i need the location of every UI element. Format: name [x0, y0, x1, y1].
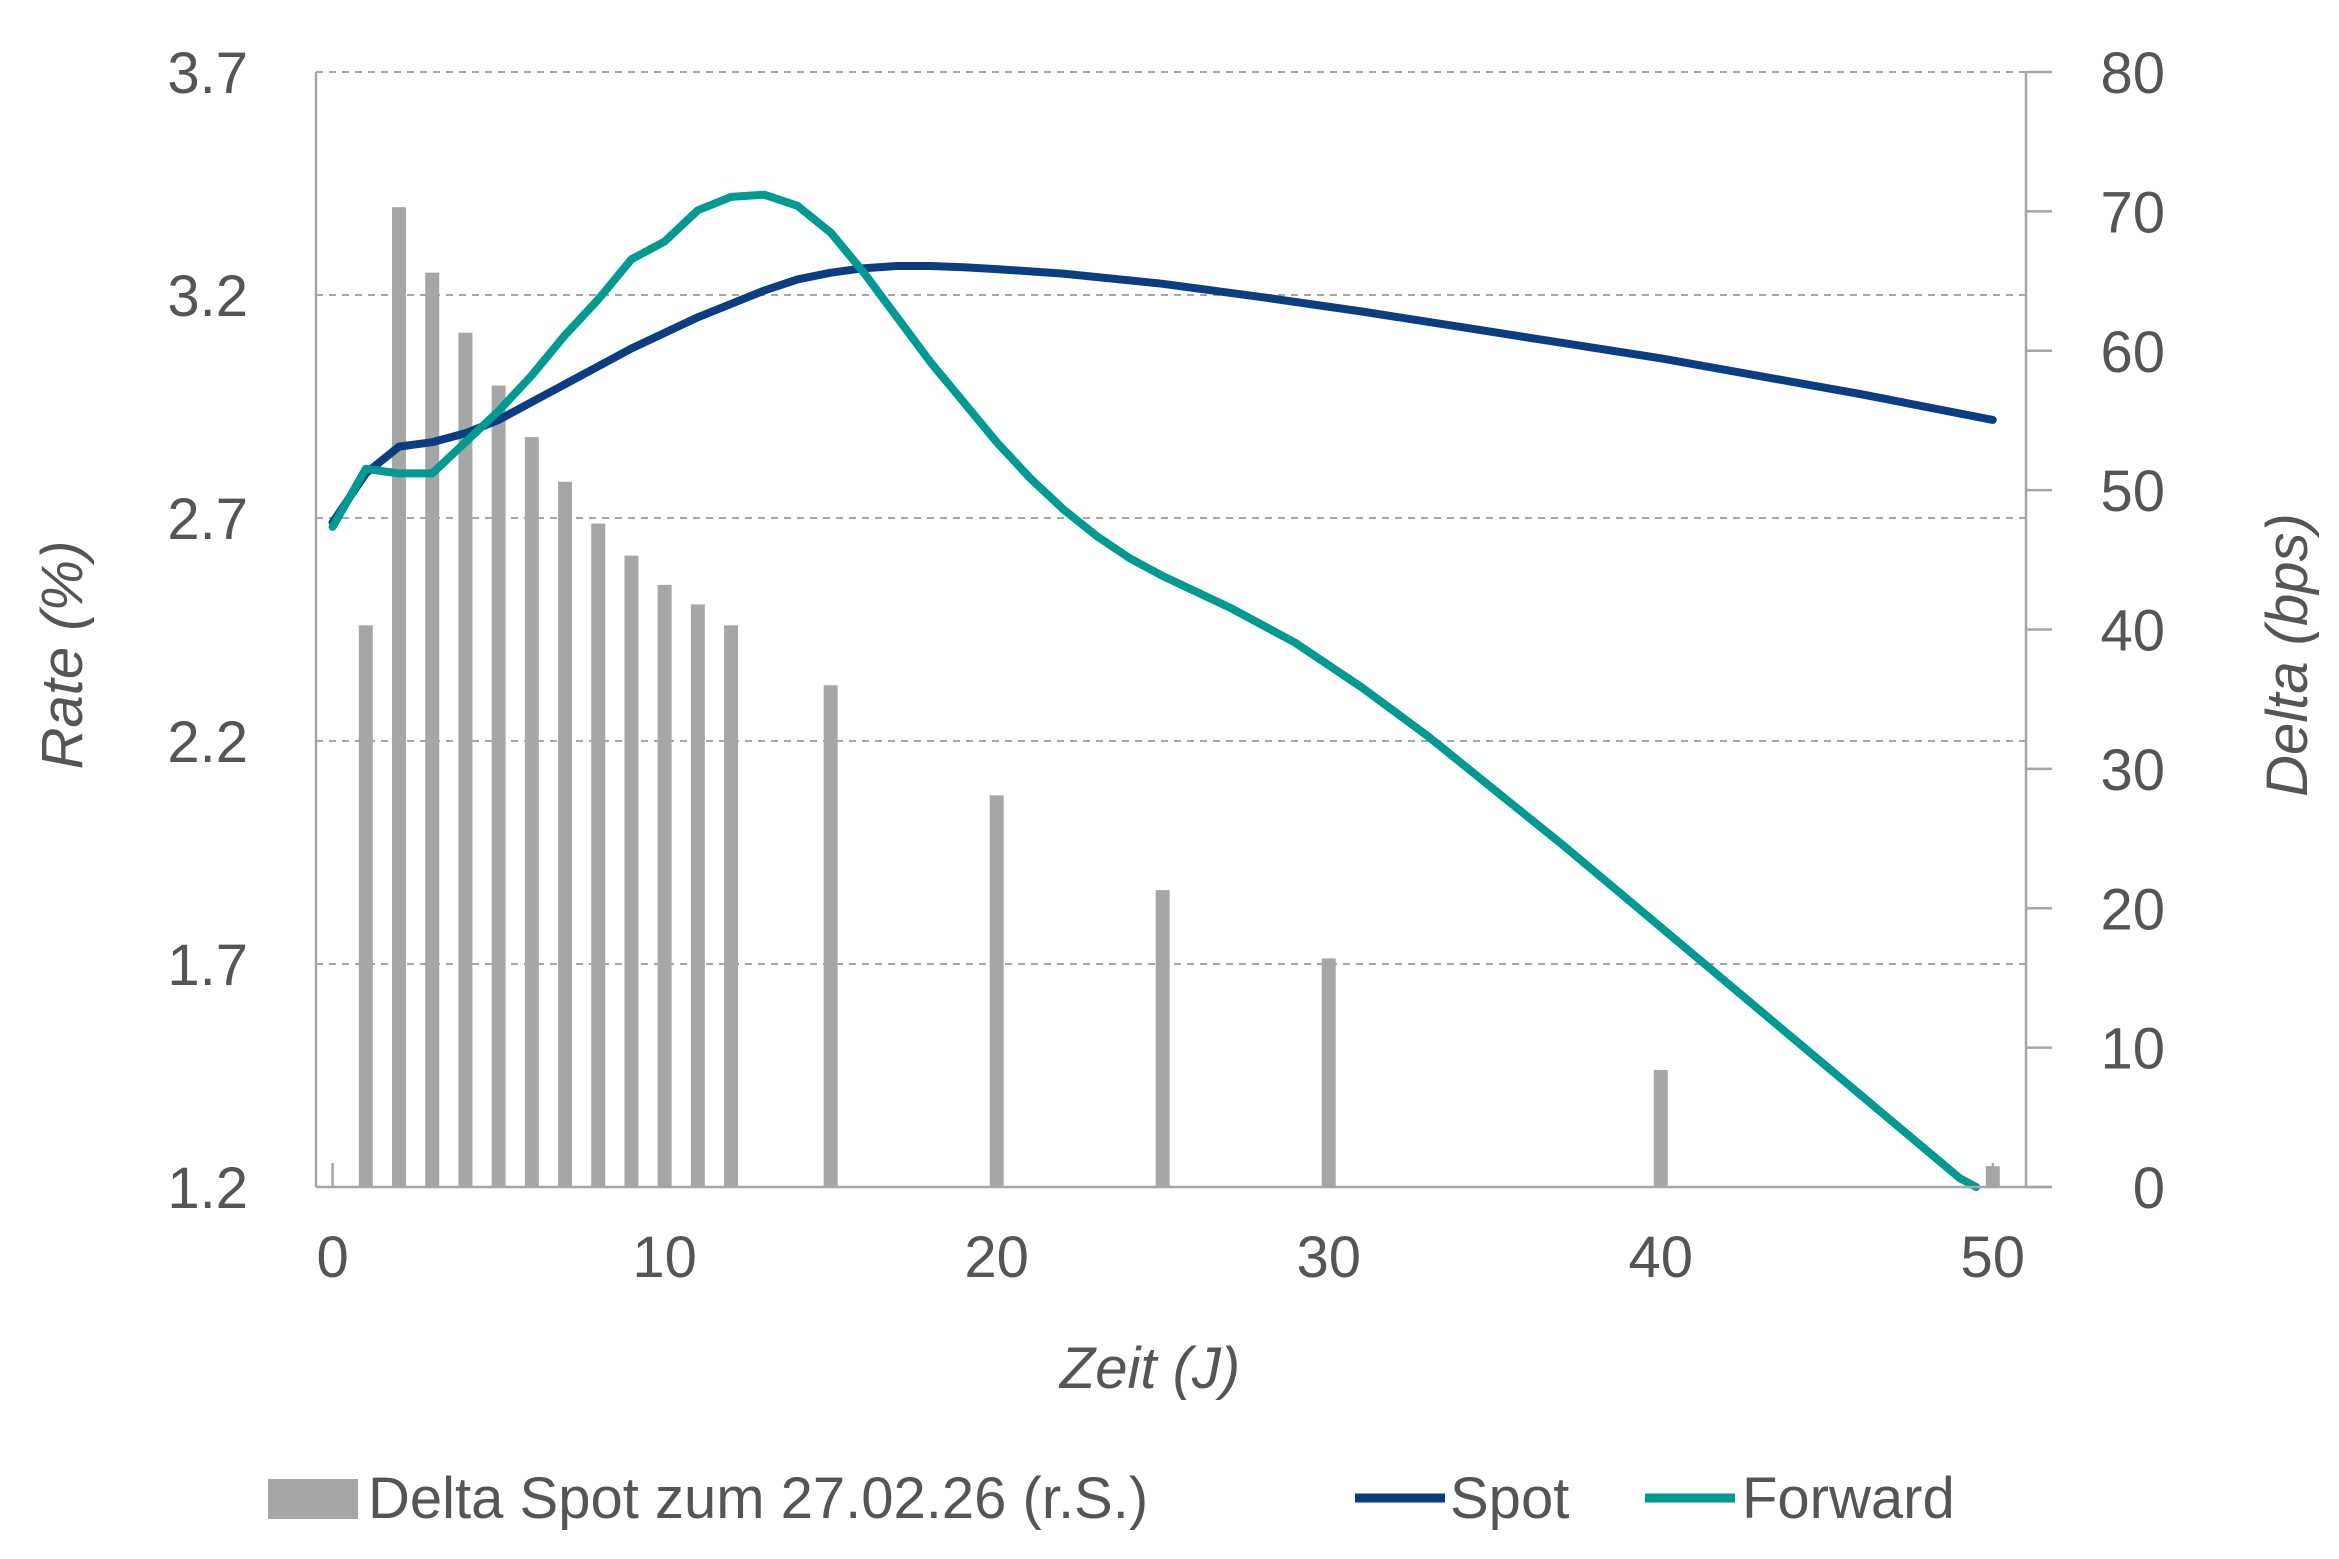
grid-lines	[316, 71, 2026, 965]
x-tick-label: 0	[316, 1225, 348, 1290]
legend-swatch-bars	[268, 1479, 358, 1519]
spot-line	[328, 262, 1997, 527]
y2-axis-title: Delta (bps)	[2255, 513, 2320, 797]
y2-tick-label: 30	[2100, 738, 2165, 803]
bar	[591, 523, 606, 1187]
y2-tick-label: 80	[2100, 41, 2165, 106]
y-axis-title: Rate (%)	[30, 541, 95, 770]
bar	[1155, 890, 1170, 1187]
bar	[358, 625, 373, 1187]
x-tick-label: 10	[632, 1225, 697, 1290]
bar	[724, 625, 739, 1187]
x-tick-label: 50	[1961, 1225, 2026, 1290]
x-tick-label: 20	[964, 1225, 1029, 1290]
bar	[657, 584, 672, 1187]
y2-tick-label: 20	[2100, 877, 2165, 942]
legend-label-spot: Spot	[1450, 1466, 1569, 1531]
legend: Delta Spot zum 27.02.26 (r.S.) Spot Forw…	[268, 1466, 1955, 1531]
y2-tick-label: 60	[2100, 320, 2165, 385]
y2-tick-label: 0	[2133, 1156, 2165, 1221]
bar	[1321, 958, 1336, 1187]
tick-labels: 0 10 20 30 40 50 1.2 1.7 2.2 2.7 3.2 3.7 0 10 20 30 40 50…	[167, 41, 2165, 1290]
bar	[624, 555, 639, 1187]
y-tick-label: 2.2	[167, 710, 248, 775]
bar	[491, 385, 506, 1187]
bar	[458, 332, 473, 1188]
bar	[989, 795, 1004, 1187]
bar	[823, 685, 838, 1187]
y2-tick-label: 50	[2100, 459, 2165, 524]
legend-label-bars: Delta Spot zum 27.02.26 (r.S.)	[368, 1466, 1148, 1531]
legend-label-forward: Forward	[1742, 1466, 1955, 1531]
y2-tick-label: 10	[2100, 1017, 2165, 1082]
y2-tick-label: 70	[2100, 180, 2165, 245]
x-tick-label: 40	[1628, 1225, 1693, 1290]
bar	[558, 481, 573, 1187]
bar	[690, 604, 705, 1187]
forward-line	[328, 190, 1981, 1191]
y-tick-label: 2.7	[167, 487, 248, 552]
x-axis-title: Zeit (J)	[1058, 1336, 1240, 1401]
y-tick-label: 1.2	[167, 1156, 248, 1221]
axes	[314, 70, 2052, 1189]
y-tick-label: 1.7	[167, 933, 248, 998]
y-tick-label: 3.7	[167, 41, 248, 106]
bar-series	[358, 207, 2000, 1188]
bar	[524, 437, 539, 1188]
bar	[425, 272, 440, 1187]
line-series	[328, 190, 1997, 1191]
bar	[1653, 1069, 1668, 1187]
y2-tick-label: 40	[2100, 599, 2165, 664]
y-tick-label: 3.2	[167, 264, 248, 329]
x-tick-label: 30	[1296, 1225, 1361, 1290]
bar	[392, 207, 407, 1188]
